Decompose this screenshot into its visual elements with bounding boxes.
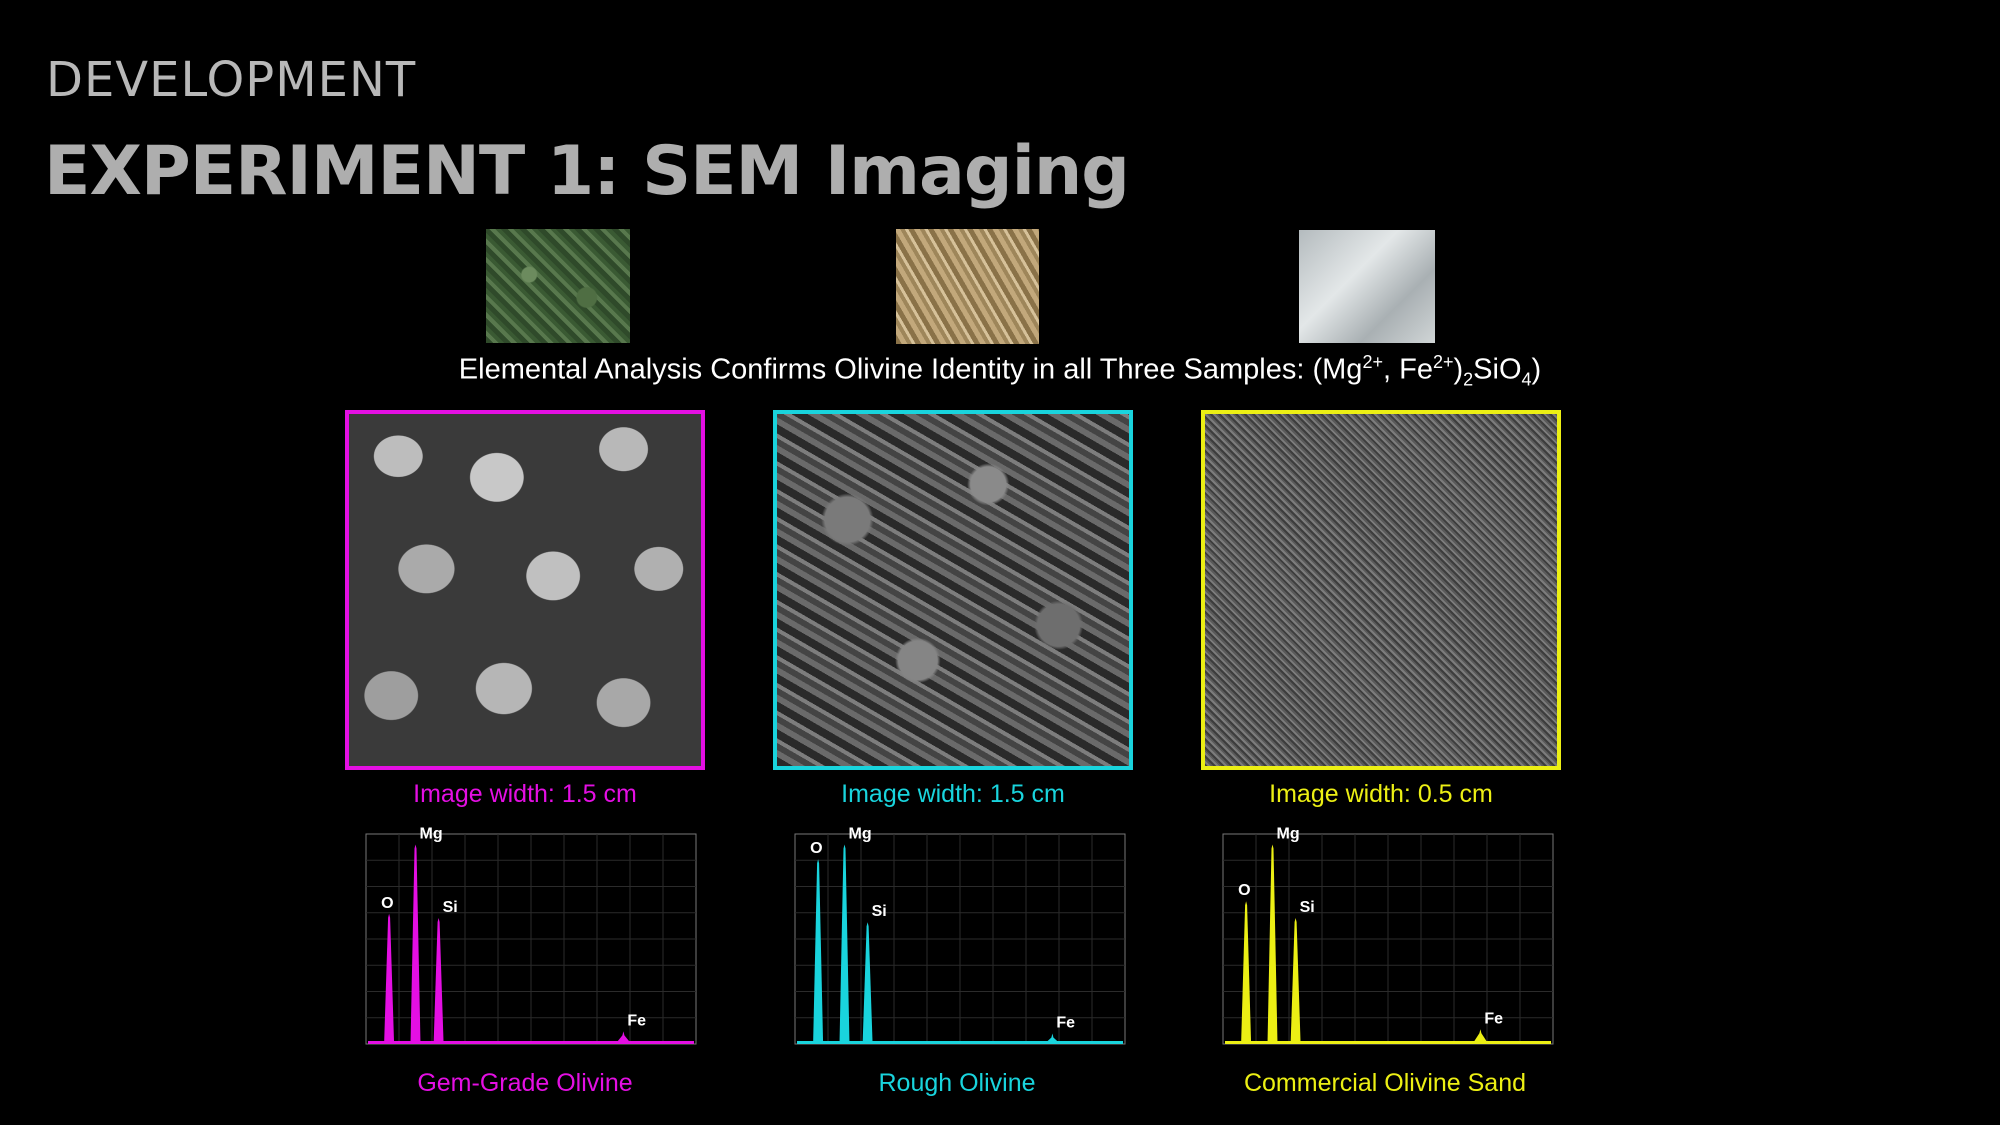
spectrum-peak-mg	[1267, 844, 1278, 1044]
elemental-analysis-caption: Elemental Analysis Confirms Olivine Iden…	[0, 352, 2000, 390]
section-label: DEVELOPMENT	[46, 52, 417, 108]
sample-name-commercial: Commercial Olivine Sand	[1243, 1069, 1527, 1097]
spectrum-peak-label-fe: Fe	[1484, 1010, 1503, 1027]
spectrum-peak-label-fe: Fe	[627, 1012, 646, 1029]
spectrum-peak-o	[813, 859, 824, 1044]
sample-name-gem-grade: Gem-Grade Olivine	[417, 1069, 633, 1097]
spectrum-peak-o	[1241, 901, 1252, 1044]
spectrum-peak-label-si: Si	[872, 903, 887, 920]
sample-name-rough: Rough Olivine	[878, 1069, 1036, 1097]
sem-image-commercial	[1201, 410, 1561, 770]
caption-close: )	[1453, 353, 1464, 386]
spectrum-peak-label-o: O	[381, 895, 393, 912]
eds-spectrum-commercial: O Mg Si Fe	[1222, 826, 1554, 1045]
caption-sio: SiO	[1473, 353, 1522, 386]
rough-sample-photo	[896, 229, 1039, 344]
caption-mid: , Fe	[1382, 353, 1433, 386]
spectrum-peak-mg	[410, 844, 421, 1044]
caption-sub-2: 2	[1463, 369, 1474, 390]
eds-spectrum-rough: O Mg Si Fe	[794, 826, 1126, 1045]
spectrum-peak-label-fe: Fe	[1056, 1015, 1075, 1032]
caption-sub-4: 4	[1521, 369, 1532, 390]
width-caption-commercial: Image width: 0.5 cm	[1269, 780, 1493, 808]
spectrum-peak-label-o: O	[810, 840, 822, 857]
caption-sup-mg: 2+	[1362, 352, 1383, 372]
spectrum-baseline	[1225, 1041, 1551, 1044]
spectrum-peak-fe	[615, 1031, 632, 1044]
commercial-sample-photo	[1299, 230, 1435, 343]
spectrum-baseline	[797, 1041, 1123, 1044]
spectrum-peak-si	[433, 918, 444, 1044]
spectrum-peak-fe	[1472, 1029, 1489, 1044]
spectrum-peak-label-si: Si	[1300, 899, 1315, 916]
caption-end: )	[1531, 353, 1542, 386]
spectrum-peak-label-o: O	[1238, 882, 1250, 899]
spectrum-peak-label-mg: Mg	[849, 826, 872, 843]
width-caption-rough: Image width: 1.5 cm	[841, 780, 1065, 808]
spectrum-peak-label-mg: Mg	[420, 826, 443, 843]
spectrum-peak-si	[862, 922, 873, 1044]
caption-prefix: Elemental Analysis Confirms Olivine Iden…	[458, 353, 1363, 386]
spectrum-peak-label-si: Si	[443, 899, 458, 916]
spectrum-peak-label-mg: Mg	[1277, 826, 1300, 843]
gem-grade-sample-photo	[486, 229, 630, 343]
sem-image-gem-grade	[345, 410, 705, 770]
spectrum-peak-mg	[839, 844, 850, 1044]
spectrum-baseline	[368, 1041, 694, 1044]
caption-sup-fe: 2+	[1432, 352, 1454, 372]
sem-image-rough	[773, 410, 1133, 770]
slide-title: EXPERIMENT 1: SEM Imaging	[44, 132, 1130, 211]
spectrum-peak-fe	[1044, 1033, 1061, 1044]
spectrum-peak-si	[1290, 918, 1301, 1044]
spectrum-peak-o	[384, 913, 395, 1044]
width-caption-gem-grade: Image width: 1.5 cm	[413, 780, 637, 808]
eds-spectrum-gem-grade: O Mg Si Fe	[365, 826, 697, 1045]
